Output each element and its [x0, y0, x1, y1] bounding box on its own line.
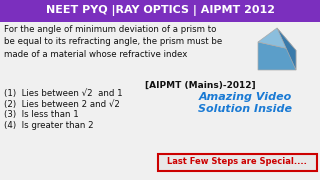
Text: be equal to its refracting angle, the prism must be: be equal to its refracting angle, the pr… — [4, 37, 222, 46]
Polygon shape — [277, 28, 296, 70]
Text: For the angle of minimum deviation of a prism to: For the angle of minimum deviation of a … — [4, 25, 216, 34]
Text: (1)  Lies between √2  and 1: (1) Lies between √2 and 1 — [4, 89, 123, 98]
Text: [AIPMT (Mains)-2012]: [AIPMT (Mains)-2012] — [145, 81, 255, 90]
Text: Amazing Video: Amazing Video — [198, 92, 292, 102]
Text: Last Few Steps are Special....: Last Few Steps are Special.... — [167, 158, 307, 166]
Text: NEET PYQ |RAY OPTICS | AIPMT 2012: NEET PYQ |RAY OPTICS | AIPMT 2012 — [45, 6, 275, 17]
Bar — [0, 0, 320, 22]
Text: made of a material whose refractive index: made of a material whose refractive inde… — [4, 50, 188, 59]
Text: (3)  Is less than 1: (3) Is less than 1 — [4, 110, 79, 119]
Polygon shape — [258, 42, 296, 70]
Text: (4)  Is greater than 2: (4) Is greater than 2 — [4, 120, 94, 129]
FancyBboxPatch shape — [157, 154, 316, 170]
Text: (2)  Lies between 2 and √2: (2) Lies between 2 and √2 — [4, 100, 120, 109]
Text: Solution Inside: Solution Inside — [198, 104, 292, 114]
Polygon shape — [258, 28, 296, 50]
